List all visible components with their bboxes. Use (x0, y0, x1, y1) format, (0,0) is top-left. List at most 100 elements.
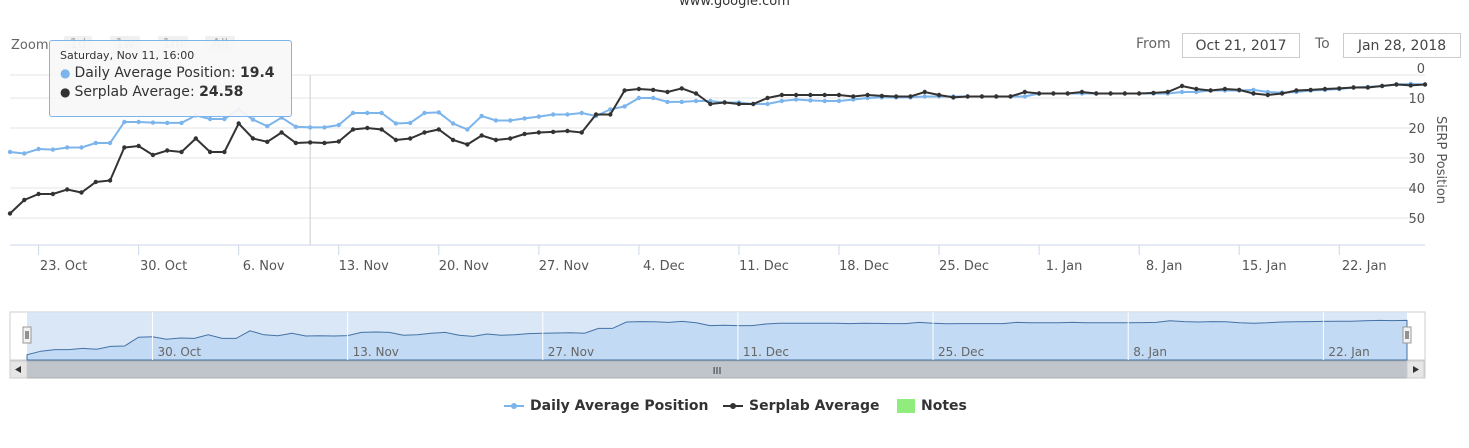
data-point[interactable] (479, 133, 484, 138)
data-point[interactable] (550, 129, 556, 135)
data-point[interactable] (550, 112, 556, 117)
data-point[interactable] (136, 143, 141, 149)
data-point[interactable] (179, 149, 184, 155)
from-date-input[interactable]: Oct 21, 2017 (1182, 33, 1300, 58)
data-point[interactable] (893, 94, 899, 99)
data-point[interactable] (279, 130, 284, 135)
data-point[interactable] (107, 178, 113, 183)
data-point[interactable] (779, 98, 785, 104)
data-point[interactable] (250, 136, 256, 141)
navigator-right-handle[interactable] (1402, 326, 1412, 344)
data-point[interactable] (951, 95, 956, 100)
data-point[interactable] (1108, 91, 1113, 96)
data-point[interactable] (679, 86, 684, 91)
data-point[interactable] (1236, 87, 1242, 93)
data-point[interactable] (579, 130, 584, 135)
data-point[interactable] (1394, 82, 1399, 87)
data-point[interactable] (165, 148, 170, 153)
data-point[interactable] (408, 120, 413, 126)
data-point[interactable] (79, 145, 84, 150)
data-point[interactable] (408, 136, 413, 141)
data-point[interactable] (793, 92, 799, 98)
data-point[interactable] (150, 152, 156, 158)
data-point[interactable] (822, 92, 827, 98)
data-point[interactable] (179, 120, 184, 126)
data-point[interactable] (50, 147, 56, 152)
data-point[interactable] (751, 101, 756, 107)
data-point[interactable] (1036, 91, 1042, 96)
data-point[interactable] (265, 124, 270, 129)
data-point[interactable] (879, 93, 885, 99)
data-point[interactable] (636, 95, 642, 101)
data-point[interactable] (1365, 85, 1371, 90)
data-point[interactable] (1265, 92, 1270, 98)
data-point[interactable] (608, 107, 613, 112)
data-point[interactable] (508, 118, 513, 123)
data-point[interactable] (1294, 88, 1299, 93)
data-point[interactable] (1165, 89, 1170, 95)
data-point[interactable] (793, 97, 799, 102)
data-point[interactable] (93, 179, 98, 185)
data-point[interactable] (36, 146, 41, 152)
data-point[interactable] (1208, 88, 1213, 93)
data-point[interactable] (1179, 83, 1185, 89)
legend-item-daily-average[interactable]: Daily Average Position (504, 398, 708, 414)
data-point[interactable] (336, 122, 341, 128)
data-point[interactable] (1094, 91, 1099, 96)
data-point[interactable] (650, 87, 656, 93)
data-point[interactable] (693, 91, 699, 96)
data-point[interactable] (665, 99, 670, 105)
legend-item-serplab-average[interactable]: Serplab Average (723, 398, 879, 414)
data-point[interactable] (722, 100, 727, 105)
data-point[interactable] (579, 110, 584, 116)
data-point[interactable] (1251, 87, 1256, 93)
data-point[interactable] (1337, 86, 1342, 91)
data-point[interactable] (1408, 83, 1413, 88)
data-point[interactable] (836, 92, 842, 98)
data-point[interactable] (479, 113, 484, 119)
data-point[interactable] (908, 94, 913, 99)
data-point[interactable] (465, 142, 470, 147)
data-point[interactable] (936, 92, 942, 98)
data-point[interactable] (379, 110, 384, 116)
data-point[interactable] (1379, 83, 1385, 89)
data-point[interactable] (122, 145, 127, 150)
data-point[interactable] (322, 125, 327, 130)
data-point[interactable] (422, 110, 427, 116)
data-point[interactable] (307, 140, 313, 145)
data-point[interactable] (293, 124, 299, 129)
data-point[interactable] (679, 99, 684, 105)
navigator-selection[interactable] (27, 312, 1407, 360)
data-point[interactable] (50, 191, 56, 197)
data-point[interactable] (536, 130, 542, 135)
data-point[interactable] (1022, 89, 1027, 95)
data-point[interactable] (7, 211, 13, 216)
data-point[interactable] (64, 187, 70, 192)
data-point[interactable] (708, 101, 713, 107)
data-point[interactable] (965, 94, 970, 99)
data-point[interactable] (1079, 89, 1085, 95)
data-point[interactable] (64, 145, 70, 150)
data-point[interactable] (450, 137, 456, 143)
data-point[interactable] (636, 86, 642, 92)
data-point[interactable] (522, 131, 527, 137)
data-point[interactable] (565, 128, 570, 134)
data-point[interactable] (436, 110, 441, 115)
data-point[interactable] (622, 88, 627, 93)
data-point[interactable] (1136, 91, 1142, 96)
data-point[interactable] (265, 139, 270, 144)
data-point[interactable] (994, 94, 999, 99)
data-point[interactable] (136, 119, 141, 125)
data-point[interactable] (193, 136, 199, 141)
data-point[interactable] (822, 98, 827, 104)
data-point[interactable] (851, 94, 856, 99)
data-point[interactable] (450, 121, 456, 126)
data-point[interactable] (365, 125, 370, 131)
data-point[interactable] (107, 140, 113, 146)
data-point[interactable] (508, 136, 513, 141)
data-point[interactable] (379, 127, 384, 132)
data-point[interactable] (22, 151, 27, 156)
data-point[interactable] (493, 118, 499, 123)
data-point[interactable] (122, 119, 127, 125)
data-point[interactable] (736, 101, 742, 107)
